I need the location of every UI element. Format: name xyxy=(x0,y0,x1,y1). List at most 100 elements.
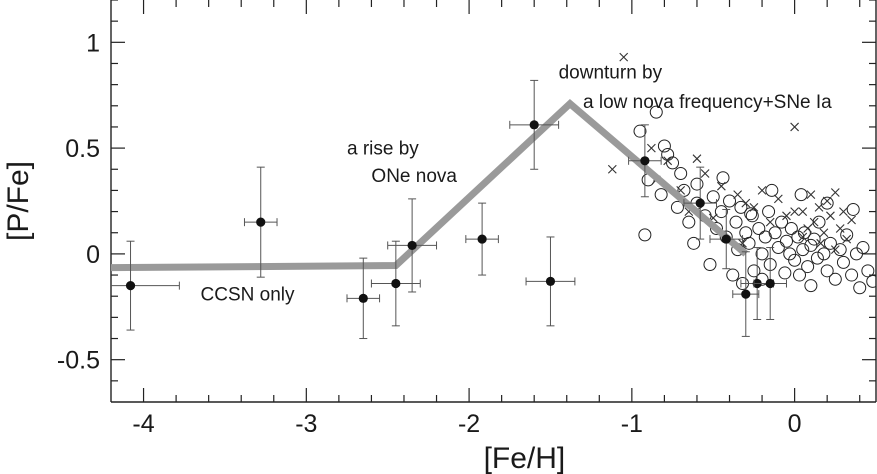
cross-point xyxy=(839,207,848,216)
open-circle-point xyxy=(853,281,867,295)
open-circle-point xyxy=(788,253,802,267)
model-line xyxy=(111,98,749,272)
open-circle-point xyxy=(784,222,798,236)
cross-stroke xyxy=(757,186,767,195)
open-circle-point xyxy=(836,255,850,269)
open-circle-point xyxy=(840,228,854,242)
cross-stroke xyxy=(806,190,816,200)
cross-stroke xyxy=(830,245,840,255)
open-circle-point xyxy=(846,202,860,216)
cross-point xyxy=(835,224,845,233)
open-circle-point xyxy=(820,196,834,210)
cross-stroke xyxy=(809,217,819,227)
open-circle-point xyxy=(820,264,834,278)
x-tick-label: -1 xyxy=(621,410,643,438)
y-tick-label: -0.5 xyxy=(57,347,100,375)
cross-stroke xyxy=(773,194,783,204)
cross-stroke xyxy=(822,196,832,206)
open-circle-point xyxy=(828,272,842,286)
data-point-with-errorbar xyxy=(465,202,499,276)
open-circle-point xyxy=(845,268,859,282)
open-circle-point xyxy=(861,264,875,278)
data-point-with-errorbar xyxy=(509,79,560,170)
open-circle-point xyxy=(849,247,863,261)
cross-stroke xyxy=(819,228,829,238)
cross-point xyxy=(700,169,710,178)
cross-point xyxy=(842,234,852,244)
cross-stroke xyxy=(607,164,617,174)
open-circle-point xyxy=(807,232,821,246)
x-tick-label: 0 xyxy=(788,410,802,438)
data-point-with-errorbar xyxy=(709,208,744,270)
open-circle-point xyxy=(801,260,815,274)
open-circle-point xyxy=(674,166,688,180)
cross-point xyxy=(782,211,791,221)
open-circle-point xyxy=(823,236,837,250)
data-point-with-errorbar xyxy=(243,166,278,278)
annotation-text: ONe nova xyxy=(371,166,457,187)
data-marks xyxy=(111,52,876,340)
cross-stroke xyxy=(733,190,743,200)
annotation-text: a rise by xyxy=(347,138,419,159)
annotation-text: CCSN only xyxy=(201,284,295,305)
cross-point xyxy=(733,190,743,200)
cross-point xyxy=(822,196,832,206)
cross-stroke xyxy=(782,211,791,221)
open-circle-point xyxy=(666,156,680,170)
cross-stroke xyxy=(692,154,702,164)
cross-point xyxy=(663,156,673,166)
cross-stroke xyxy=(798,207,808,216)
cross-point xyxy=(607,164,617,174)
cross-stroke xyxy=(814,202,824,212)
cross-stroke xyxy=(790,122,800,132)
cross-point xyxy=(798,207,808,216)
open-circle-point xyxy=(734,200,748,214)
cross-point xyxy=(798,232,808,242)
filled-point xyxy=(358,293,368,303)
open-circle-point xyxy=(833,243,847,257)
filled-point xyxy=(721,234,731,244)
cross-stroke xyxy=(826,211,835,221)
cross-point xyxy=(826,211,835,221)
cross-stroke xyxy=(765,217,775,227)
cross-stroke xyxy=(716,181,726,191)
open-circle-point xyxy=(654,188,668,202)
annotations: downturn by a low nova frequency+SNe Ia a … xyxy=(201,62,833,305)
filled-point xyxy=(391,278,401,289)
open-circle-point xyxy=(716,171,730,185)
y-tick-label: 1 xyxy=(86,29,100,57)
filled-point xyxy=(125,281,136,291)
open-circle-point xyxy=(755,247,769,261)
cross-point xyxy=(619,52,629,62)
cross-stroke xyxy=(749,202,759,212)
cross-stroke xyxy=(700,169,710,178)
filled-point xyxy=(765,278,775,289)
data-point-with-errorbar xyxy=(525,236,576,327)
cross-stroke xyxy=(847,215,856,225)
open-circle-point xyxy=(670,200,684,214)
cross-point xyxy=(716,181,726,191)
cross-point xyxy=(765,217,775,227)
cross-point xyxy=(773,194,783,204)
open-circle-point xyxy=(804,279,818,293)
cross-stroke xyxy=(619,52,629,62)
open-circle-point xyxy=(729,215,743,229)
open-circle-point xyxy=(747,264,761,278)
axis-ticks xyxy=(111,0,876,402)
cross-stroke xyxy=(830,188,840,197)
open-circle-point xyxy=(752,222,766,236)
open-circle-point xyxy=(778,266,792,280)
open-circle-point xyxy=(768,226,782,240)
open-circle-point xyxy=(726,268,740,282)
open-circle-point xyxy=(810,251,824,265)
cross-stroke xyxy=(842,234,852,244)
data-point-with-errorbar xyxy=(628,124,662,198)
open-circle-point xyxy=(677,183,691,197)
open-circle-point xyxy=(812,215,826,229)
open-circle-point xyxy=(709,222,723,236)
open-circle-point xyxy=(762,205,776,219)
y-axis-label: [P/Fe] xyxy=(2,161,35,241)
x-tick-label: -2 xyxy=(458,410,480,438)
open-circle-point xyxy=(794,188,808,202)
